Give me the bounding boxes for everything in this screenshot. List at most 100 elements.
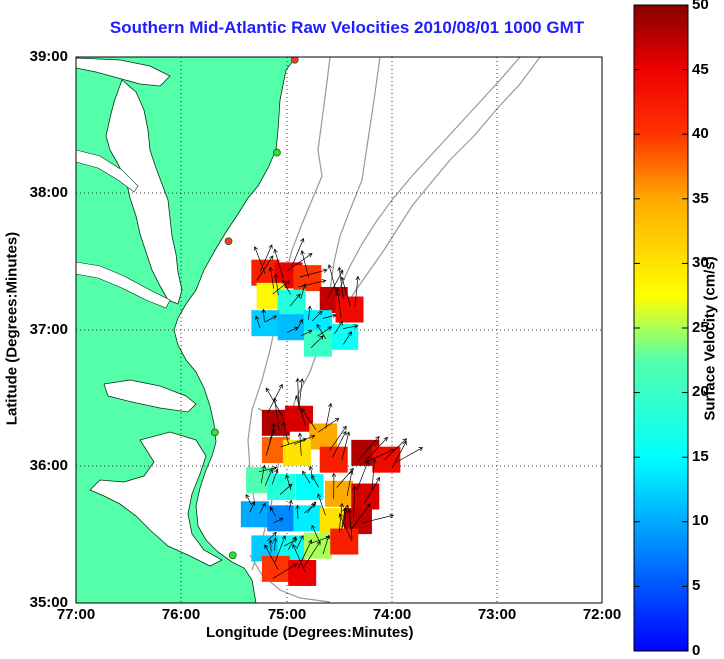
albemarle-sound	[103, 379, 197, 413]
velocity-arrow	[259, 244, 273, 272]
velocity-arrow	[317, 326, 333, 337]
velocity-arrow	[384, 438, 407, 460]
y-tick-label: 35:00	[29, 594, 68, 611]
colorbar-tick-label: 35	[692, 190, 709, 207]
velocity-arrow	[311, 474, 320, 488]
velocity-cell	[372, 446, 401, 473]
velocity-arrow	[322, 313, 337, 319]
velocity-arrow	[302, 470, 311, 484]
velocity-cell	[293, 265, 322, 292]
velocity-arrow	[325, 402, 333, 429]
velocity-arrow	[265, 315, 278, 323]
velocity-cell	[330, 323, 359, 350]
x-tick-label: 72:00	[582, 606, 622, 623]
velocity-arrow	[258, 466, 278, 473]
y-tick-label: 37:00	[29, 321, 68, 338]
potomac-river	[76, 149, 139, 193]
velocity-arrow	[371, 458, 377, 491]
velocity-arrow	[259, 502, 266, 514]
velocity-arrow	[317, 417, 340, 433]
velocity-arrow	[296, 318, 303, 331]
y-tick-label: 38:00	[29, 184, 68, 201]
velocity-arrow	[256, 255, 274, 281]
velocity-arrow	[300, 330, 313, 337]
colorbar	[633, 4, 689, 652]
pamlico-sound	[89, 431, 223, 567]
velocity-arrow	[296, 534, 304, 550]
velocity-cell	[277, 289, 306, 316]
velocity-cell	[295, 473, 324, 500]
y-axis-label: Latitude (Degrees:Minutes)	[3, 231, 21, 426]
colorbar-tick-label: 30	[692, 254, 709, 271]
velocity-arrow	[272, 280, 291, 295]
velocity-arrow	[267, 383, 283, 414]
colorbar-tick-label: 45	[692, 61, 709, 78]
radar-station-marker	[273, 148, 281, 157]
velocity-arrow	[295, 377, 300, 410]
radar-station-marker	[224, 237, 233, 246]
velocity-arrow	[265, 428, 276, 456]
velocity-arrow	[301, 408, 317, 430]
velocity-arrow	[346, 470, 354, 496]
velocity-vectors	[245, 237, 424, 579]
velocity-arrow	[293, 434, 316, 445]
velocity-arrow	[354, 275, 360, 307]
chesapeake-bay	[105, 79, 183, 305]
delaware-bay	[76, 57, 171, 87]
plot-area	[76, 57, 602, 603]
velocity-arrow	[265, 387, 283, 417]
colorbar-ticks	[634, 4, 688, 652]
colorbar-tick-label: 40	[692, 125, 709, 142]
x-axis-label: Longitude (Degrees:Minutes)	[206, 624, 414, 641]
velocity-arrow	[295, 504, 300, 520]
velocity-arrow	[286, 253, 313, 272]
colorbar-tick-label: 10	[692, 512, 709, 529]
velocity-arrow	[334, 320, 343, 335]
velocity-arrow	[316, 323, 327, 340]
velocity-arrow	[285, 474, 292, 491]
velocity-arrow	[249, 501, 256, 513]
velocity-cell	[277, 314, 306, 341]
x-tick-label: 75:00	[267, 606, 307, 623]
velocity-arrow	[254, 315, 261, 329]
velocity-arrow	[357, 436, 380, 462]
velocity-arrow	[272, 563, 298, 579]
y-tick-label: 39:00	[29, 48, 68, 65]
radar-station-marker	[228, 551, 237, 560]
x-tick-label: 77:00	[56, 606, 96, 623]
velocity-arrow	[282, 421, 289, 445]
velocity-arrow	[391, 440, 407, 469]
colorbar-tick-label: 50	[692, 0, 709, 13]
radar-stations	[210, 57, 299, 560]
velocity-arrow	[273, 248, 284, 279]
colorbar-tick-label: 5	[692, 577, 701, 594]
colorbar-tick-label: 20	[692, 383, 709, 400]
velocity-cell	[282, 439, 311, 466]
velocity-arrow	[264, 468, 273, 486]
radar-station-marker	[290, 57, 299, 64]
velocity-arrow	[289, 293, 301, 307]
velocity-arrow	[356, 459, 370, 490]
velocity-arrow	[299, 268, 328, 278]
velocity-arrow	[253, 246, 266, 275]
velocity-arrow	[300, 250, 309, 278]
plot-frame	[75, 56, 603, 604]
velocity-cell	[267, 473, 296, 500]
velocity-arrow	[268, 539, 273, 553]
x-tick-label: 73:00	[477, 606, 517, 623]
velocity-arrow	[322, 534, 331, 555]
x-tick-label: 74:00	[372, 606, 412, 623]
velocity-arrow	[338, 502, 345, 533]
velocity-arrow	[297, 432, 303, 456]
velocity-arrow	[327, 264, 338, 296]
velocity-arrow	[341, 431, 351, 461]
velocity-arrow	[338, 513, 352, 541]
velocity-arrow	[307, 501, 317, 514]
velocity-arrow	[282, 279, 291, 295]
velocity-arrow	[271, 468, 279, 485]
velocity-arrow	[352, 485, 357, 519]
james-river	[76, 261, 171, 309]
velocity-arrow	[303, 540, 321, 568]
velocity-arrow	[395, 447, 424, 463]
